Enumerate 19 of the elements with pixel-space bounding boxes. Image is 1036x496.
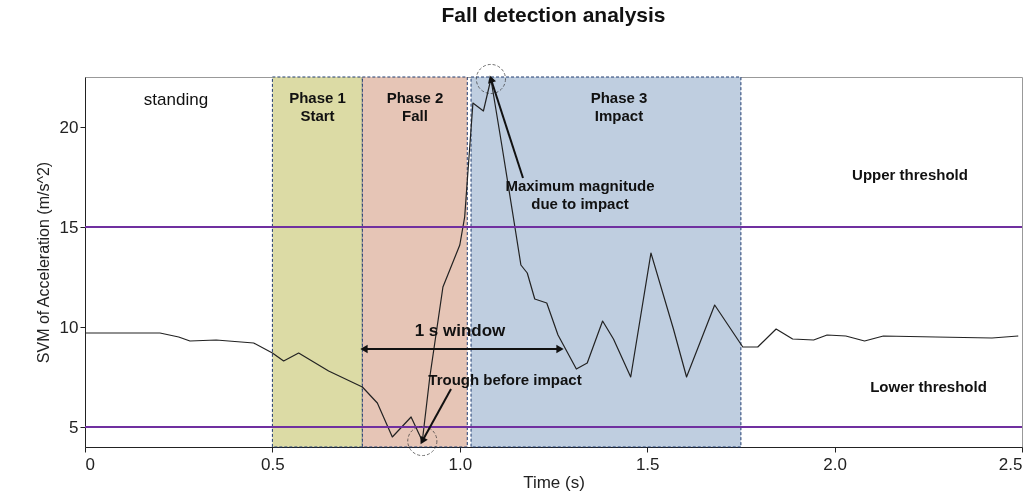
y-tick-label: 20	[59, 117, 79, 137]
ref-line-label: Upper threshold	[852, 166, 968, 183]
y-tick-label: 10	[59, 317, 79, 337]
x-tick-label: 0	[85, 454, 95, 474]
x-tick-label: 1.5	[635, 454, 660, 474]
annotation: standing	[143, 90, 209, 109]
y-axis-title: SVM of Acceleration (m/s^2)	[34, 161, 52, 364]
y-tick-label: 15	[59, 217, 79, 237]
x-tick-label: 2.5	[998, 454, 1023, 474]
chart-title: Fall detection analysis	[441, 3, 666, 27]
x-axis-title: Time (s)	[523, 472, 585, 492]
x-tick-label: 2.0	[823, 454, 847, 474]
band-label: Phase 2 Fall	[386, 89, 444, 124]
ref-line-label: Lower threshold	[870, 378, 987, 395]
y-tick-label: 5	[69, 417, 79, 437]
x-tick-label: 1.0	[448, 454, 473, 474]
x-tick-label: 0.5	[261, 454, 285, 474]
band-label: Phase 3 Impact	[590, 89, 648, 124]
band-label: Phase 1 Start	[289, 89, 346, 124]
